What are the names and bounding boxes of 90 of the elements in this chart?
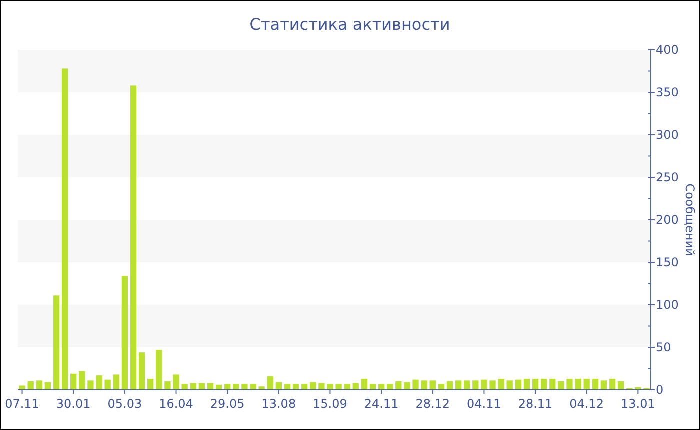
- bar: [498, 378, 504, 390]
- bar: [70, 374, 77, 390]
- bar: [430, 380, 436, 390]
- bar: [318, 383, 325, 390]
- bar: [156, 350, 162, 390]
- y-tick-label: 50: [656, 340, 672, 355]
- y-tick-label: 100: [656, 298, 679, 312]
- bar: [250, 384, 256, 390]
- bar: [258, 386, 265, 390]
- bar: [53, 296, 60, 390]
- bar: [558, 382, 564, 390]
- bar: [370, 384, 376, 390]
- y-tick-label: 250: [656, 170, 679, 185]
- bar: [446, 382, 454, 390]
- bar: [584, 378, 590, 390]
- bar: [190, 383, 196, 390]
- x-tick-label: 07.11: [5, 397, 40, 411]
- x-tick-label: 29.05: [210, 397, 245, 411]
- bar: [138, 352, 146, 390]
- chart-title: Статистика активности: [250, 15, 450, 34]
- x-tick-label: 05.03: [108, 397, 142, 411]
- x-tick-label: 16.04: [159, 397, 194, 411]
- bar: [301, 384, 308, 390]
- y-axis-title: Сообщений: [683, 184, 697, 256]
- bar: [524, 378, 530, 390]
- bar: [327, 384, 334, 390]
- bar: [438, 384, 445, 390]
- y-tick-label: 0: [656, 383, 664, 398]
- bar: [122, 276, 128, 390]
- x-tick-label: 04.11: [467, 397, 502, 411]
- x-tick-label: 13.01: [620, 397, 656, 411]
- bar: [62, 68, 68, 390]
- x-tick-label: 24.11: [364, 397, 399, 411]
- x-tick-label: 28.11: [518, 397, 553, 411]
- bar: [532, 378, 539, 390]
- bar: [618, 382, 624, 390]
- bar: [28, 382, 34, 390]
- bar: [233, 384, 240, 390]
- bar: [515, 380, 522, 390]
- bar: [600, 380, 608, 390]
- bar: [96, 376, 102, 390]
- bar: [540, 378, 548, 390]
- bar: [472, 380, 479, 390]
- bar: [575, 378, 582, 390]
- bar: [284, 384, 291, 390]
- bar: [88, 380, 94, 390]
- bar: [130, 86, 137, 390]
- bar: [104, 380, 111, 390]
- y-tick-label: 200: [656, 213, 679, 228]
- bar: [566, 378, 573, 390]
- bar: [404, 382, 410, 390]
- bar: [490, 380, 496, 390]
- bar: [609, 378, 616, 390]
- bar: [336, 384, 342, 390]
- bar: [592, 378, 598, 390]
- bar: [506, 380, 513, 390]
- bar: [352, 383, 359, 390]
- bar: [182, 384, 188, 390]
- bar: [292, 384, 300, 390]
- bar: [148, 378, 154, 390]
- bar: [421, 380, 428, 390]
- bar: [242, 384, 248, 390]
- bar: [455, 380, 462, 390]
- bar: [198, 383, 205, 390]
- bar: [207, 383, 214, 390]
- bar: [267, 376, 274, 390]
- bar: [344, 384, 350, 390]
- bar: [412, 380, 419, 390]
- x-tick-label: 13.08: [262, 397, 296, 411]
- x-tick-label: 04.12: [570, 397, 604, 411]
- bar: [36, 380, 42, 390]
- y-tick-label: 150: [656, 256, 679, 270]
- bar: [550, 378, 556, 390]
- x-tick-label: 28.12: [416, 397, 450, 411]
- bar: [481, 380, 488, 390]
- bar: [79, 371, 86, 390]
- bar: [361, 378, 368, 390]
- bar: [378, 384, 385, 390]
- bar: [173, 374, 180, 390]
- x-tick-label: 15.09: [313, 397, 348, 411]
- y-tick-label: 300: [656, 128, 679, 142]
- bar: [387, 384, 394, 390]
- bar: [224, 384, 231, 390]
- bar: [396, 382, 402, 390]
- bar: [464, 380, 470, 390]
- y-tick-label: 350: [656, 86, 679, 100]
- x-tick-label: 30.01: [56, 397, 91, 411]
- bar: [113, 374, 120, 390]
- bar: [164, 382, 171, 390]
- y-tick-label: 400: [656, 43, 679, 58]
